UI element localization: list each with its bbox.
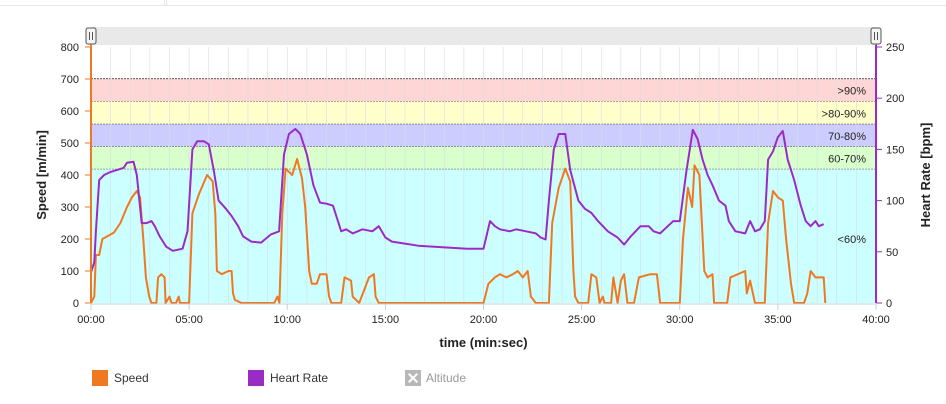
- y-left-tick-label: 100: [61, 266, 79, 278]
- legend-label-heart-rate: Heart Rate: [270, 371, 329, 385]
- heart-rate-swatch: [248, 370, 264, 386]
- legend-item-heart-rate[interactable]: Heart Rate: [248, 370, 328, 386]
- disabled-x-icon: [405, 370, 421, 386]
- tab-divider: [164, 0, 165, 6]
- y-left-tick-label: 600: [61, 106, 79, 118]
- x-axis-title: time (min:sec): [439, 335, 527, 350]
- x-tick-label: 20:00: [470, 314, 498, 326]
- range-navigator[interactable]: [85, 27, 882, 45]
- x-tick-label: 15:00: [372, 314, 400, 326]
- series: [90, 127, 827, 304]
- y-left-tick-label: 500: [61, 138, 79, 150]
- x-tick-label: 30:00: [666, 314, 694, 326]
- x-tick-label: 05:00: [175, 314, 203, 326]
- tab-divider: [166, 0, 167, 6]
- zone-label: 70-80%: [828, 131, 866, 143]
- series-line-heart-rate: [90, 127, 825, 273]
- legend-label-altitude: Altitude: [426, 371, 467, 385]
- y-left-tick-label: 0: [73, 298, 79, 310]
- y-left-tick-label: 400: [61, 170, 79, 182]
- navigator-handle-left: [85, 27, 97, 45]
- legend-item-speed[interactable]: Speed: [92, 370, 149, 386]
- y-left-tick-label: 800: [61, 42, 79, 54]
- grid: [90, 47, 877, 303]
- zone-label: 60-70%: [828, 153, 866, 165]
- navigator-handle-right: [870, 27, 882, 45]
- zone-label: <60%: [838, 234, 867, 246]
- y-left-tick-label: 300: [61, 202, 79, 214]
- x-tick-label: 10:00: [273, 314, 301, 326]
- speed-heart-rate-chart: <60% 60-70% 70-80% >80-90% >90% 0 100 200 300 40…: [34, 27, 933, 350]
- axes: 0 100 200 300 400 500 600 700 800 0 50 100 150 200 250…: [61, 42, 905, 326]
- y-right-tick-label: 200: [886, 93, 904, 105]
- y-right-tick-label: 100: [886, 196, 904, 208]
- legend-item-altitude[interactable]: Altitude: [405, 370, 466, 386]
- y-left-tick-label: 700: [61, 74, 79, 86]
- y-left-tick-label: 200: [61, 234, 79, 246]
- navigator-track: [91, 27, 876, 45]
- x-tick-label: 00:00: [77, 314, 105, 326]
- legend-label-speed: Speed: [114, 371, 149, 385]
- zone-label: >90%: [838, 86, 867, 98]
- y-right-tick-label: 0: [886, 298, 892, 310]
- x-tick-label: 25:00: [568, 314, 596, 326]
- series-line-speed: [90, 158, 827, 304]
- top-divider: [0, 5, 946, 6]
- zone-label: >80-90%: [822, 108, 867, 120]
- y-axis-right-title: Heart Rate [bpm]: [918, 123, 933, 228]
- y-axis-left-title: Speed [m/min]: [34, 130, 49, 220]
- y-right-tick-label: 250: [886, 42, 904, 54]
- x-tick-label: 40:00: [862, 314, 890, 326]
- speed-swatch: [92, 370, 108, 386]
- y-right-tick-label: 150: [886, 144, 904, 156]
- x-tick-label: 35:00: [764, 314, 792, 326]
- y-right-tick-label: 50: [886, 247, 898, 259]
